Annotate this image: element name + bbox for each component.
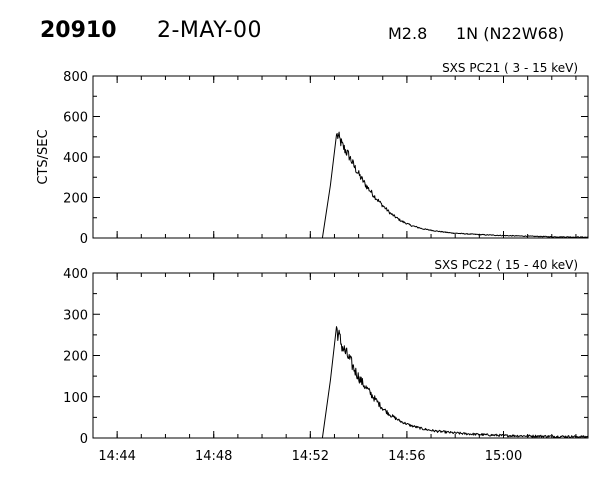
series-line [93, 326, 589, 439]
flare-class: M2.8 [388, 24, 428, 43]
y-tick-label: 300 [63, 308, 88, 323]
y-tick-label: 100 [63, 391, 88, 406]
y-axis-label: CTS/SEC [36, 129, 51, 184]
plot-frame [92, 272, 589, 439]
y-tick-label: 0 [80, 432, 88, 447]
y-tick-label: 200 [63, 350, 88, 365]
y-tick-label: 200 [63, 192, 88, 207]
event-number: 20910 [40, 18, 117, 43]
x-tick-label: 14:48 [195, 449, 232, 464]
y-tick-label: 0 [80, 232, 88, 247]
flare-location: 1N (N22W68) [456, 24, 565, 43]
event-date: 2-MAY-00 [157, 18, 263, 43]
x-tick-label: 14:52 [292, 449, 329, 464]
series-line [93, 131, 589, 239]
y-tick-label: 600 [63, 111, 88, 126]
plot-frame [92, 75, 589, 239]
x-tick-label: 14:44 [98, 449, 135, 464]
panel-title: SXS PC22 ( 15 - 40 keV) [434, 258, 578, 272]
x-tick-label: 14:56 [388, 449, 425, 464]
x-tick-label: 15:00 [485, 449, 522, 464]
y-tick-label: 800 [63, 70, 88, 85]
y-tick-label: 400 [63, 267, 88, 282]
y-tick-label: 400 [63, 151, 88, 166]
panel-title: SXS PC21 ( 3 - 15 keV) [442, 61, 578, 75]
